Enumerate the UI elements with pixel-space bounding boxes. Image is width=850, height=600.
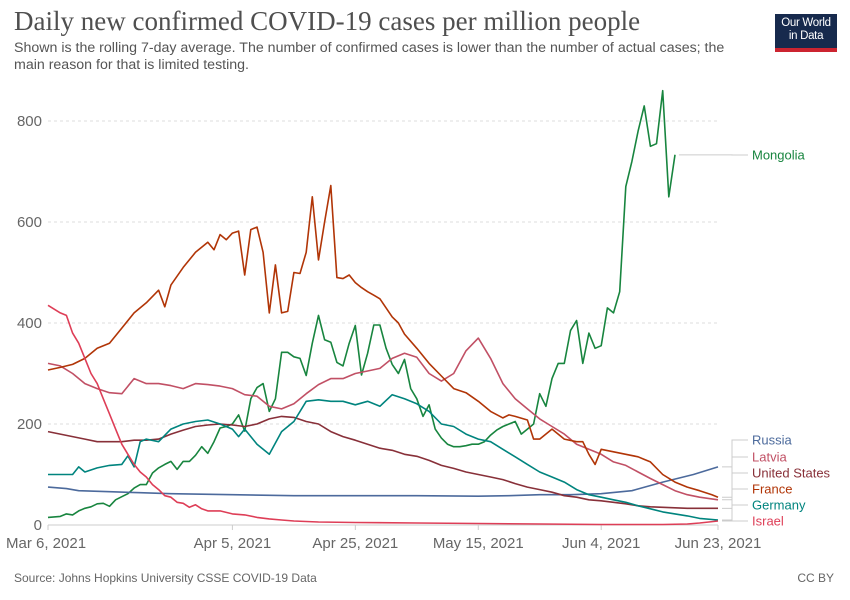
chart-title: Daily new confirmed COVID-19 cases per m… — [14, 6, 641, 36]
label-connector — [722, 504, 748, 521]
chart-subtitle: Shown is the rolling 7-day average. The … — [14, 40, 725, 73]
series-label[interactable]: Israel — [752, 514, 784, 529]
series-label[interactable]: France — [752, 482, 792, 497]
series-line-france[interactable] — [47, 184, 719, 498]
y-tick-label: 200 — [17, 416, 42, 433]
logo-line-1: Our World — [781, 17, 831, 29]
series-line-latvia[interactable] — [47, 337, 719, 501]
series-line-russia[interactable] — [47, 466, 719, 498]
label-connector — [722, 456, 748, 501]
y-tick-label: 800 — [17, 113, 42, 130]
series-line-mongolia[interactable] — [47, 89, 676, 519]
series-label[interactable]: United States — [752, 466, 831, 481]
label-connector — [722, 488, 748, 498]
series-label[interactable]: Mongolia — [752, 148, 806, 163]
license-note[interactable]: CC BY — [797, 571, 834, 585]
x-tick-label: May 15, 2021 — [433, 535, 524, 552]
y-tick-label: 400 — [17, 315, 42, 332]
series-line-israel[interactable] — [47, 304, 719, 526]
x-tick-label: Apr 5, 2021 — [194, 535, 272, 552]
series-label[interactable]: Germany — [752, 498, 806, 513]
source-note[interactable]: Source: Johns Hopkins University CSSE CO… — [14, 571, 317, 585]
y-tick-label: 600 — [17, 214, 42, 231]
series-label[interactable]: Russia — [752, 433, 793, 448]
series-label[interactable]: Latvia — [752, 450, 787, 465]
owid-logo[interactable]: Our World in Data — [775, 14, 837, 52]
x-tick-label: Apr 25, 2021 — [312, 535, 398, 552]
x-tick-label: Jun 4, 2021 — [562, 535, 640, 552]
x-tick-label: Jun 23, 2021 — [675, 535, 762, 552]
logo-line-2: in Data — [788, 30, 824, 42]
series-line-germany[interactable] — [48, 393, 719, 521]
series-line-united-states[interactable] — [47, 415, 718, 510]
y-tick-label: 0 — [34, 517, 42, 534]
label-connector — [722, 439, 748, 468]
label-connector — [722, 472, 748, 509]
x-tick-label: Mar 6, 2021 — [6, 535, 86, 552]
